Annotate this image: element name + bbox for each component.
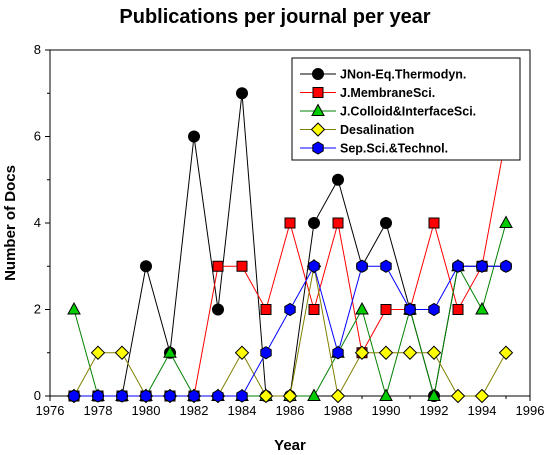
x-axis: 1976 1978 1980 1982 1984 1986 1988 1990 1992 1994…	[36, 396, 545, 418]
x-tick-label: 1988	[324, 403, 353, 418]
data-point	[308, 304, 320, 315]
y-tick-label: 4	[34, 215, 41, 230]
data-point	[163, 345, 177, 358]
legend-marker	[310, 122, 326, 137]
y-axis: 0 2 4 6 8	[34, 42, 50, 403]
data-point	[499, 215, 513, 228]
data-point	[332, 217, 344, 229]
x-tick-label: 1990	[372, 403, 401, 418]
data-point	[476, 259, 488, 273]
data-point	[426, 345, 442, 360]
data-point	[427, 388, 441, 401]
legend-marker	[312, 68, 324, 80]
x-tick-label: 1992	[420, 403, 449, 418]
legend-marker	[311, 103, 325, 116]
data-point	[212, 260, 224, 272]
data-point	[212, 389, 224, 403]
data-point	[380, 217, 392, 229]
data-point	[284, 217, 296, 229]
legend-label: JNon-Eq.Thermodyn.	[340, 68, 466, 82]
legend-label: J.MembraneSci.	[340, 86, 435, 100]
y-tick-label: 0	[34, 388, 41, 403]
x-axis-title: Year	[274, 437, 306, 454]
data-point	[428, 217, 440, 229]
x-tick-label: 1980	[132, 403, 161, 418]
data-point	[258, 388, 274, 404]
y-tick-label: 6	[34, 129, 41, 144]
data-point	[236, 389, 248, 403]
chart-title: Publications per journal per year	[119, 6, 431, 28]
data-point	[92, 389, 104, 403]
data-point	[188, 389, 200, 403]
x-tick-label: 1978	[84, 403, 113, 418]
data-point	[68, 389, 80, 403]
data-point	[236, 260, 248, 272]
data-point	[380, 304, 392, 315]
series-line	[74, 264, 506, 397]
data-point	[474, 388, 490, 404]
data-point	[308, 217, 320, 229]
data-point	[498, 345, 514, 360]
data-point	[378, 345, 394, 360]
data-point	[164, 389, 176, 403]
data-point	[355, 301, 369, 315]
data-point	[282, 388, 298, 404]
data-point	[475, 301, 489, 315]
legend-label: Sep.Sci.&Technol.	[340, 142, 448, 156]
legend-box	[291, 57, 521, 161]
data-point	[354, 345, 370, 360]
data-point	[284, 302, 296, 317]
data-point	[428, 302, 440, 317]
data-point	[140, 389, 152, 403]
data-point	[452, 259, 464, 273]
x-tick-label: 1996	[516, 403, 545, 418]
series-line	[73, 266, 507, 398]
y-tick-label: 8	[34, 42, 41, 57]
data-point	[379, 388, 393, 401]
data-point	[90, 345, 106, 360]
legend-label: Desalination	[340, 123, 414, 137]
x-tick-label: 1994	[468, 403, 497, 418]
y-axis-title: Number of Docs	[2, 165, 19, 281]
data-point	[450, 388, 466, 404]
data-point	[307, 388, 321, 401]
data-point	[330, 388, 346, 404]
data-point	[234, 345, 250, 360]
data-point	[380, 259, 392, 273]
x-tick-label: 1986	[276, 403, 305, 418]
x-tick-label: 1976	[36, 403, 65, 418]
legend: JNon-Eq.Thermodyn. J.MembraneSci. J.Colloi…	[291, 57, 521, 161]
legend-marker	[312, 87, 324, 98]
data-point	[212, 303, 224, 316]
data-point	[260, 346, 272, 360]
data-point	[236, 87, 248, 100]
data-point	[116, 389, 128, 403]
data-point	[140, 260, 152, 273]
data-point	[452, 304, 464, 315]
data-point	[332, 173, 344, 186]
data-point	[114, 345, 130, 360]
legend-label: J.Colloid&InterfaceSci.	[340, 105, 476, 119]
data-point	[188, 130, 200, 143]
y-tick-label: 2	[34, 302, 41, 317]
x-tick-label: 1984	[228, 403, 257, 418]
data-point	[404, 302, 416, 317]
data-point	[260, 304, 272, 315]
data-point	[332, 346, 344, 360]
data-point	[500, 259, 512, 273]
legend-marker	[312, 141, 324, 155]
data-point	[402, 345, 418, 360]
data-point	[67, 301, 81, 315]
x-tick-label: 1982	[180, 403, 209, 418]
data-point	[356, 259, 368, 273]
data-point	[308, 259, 320, 273]
